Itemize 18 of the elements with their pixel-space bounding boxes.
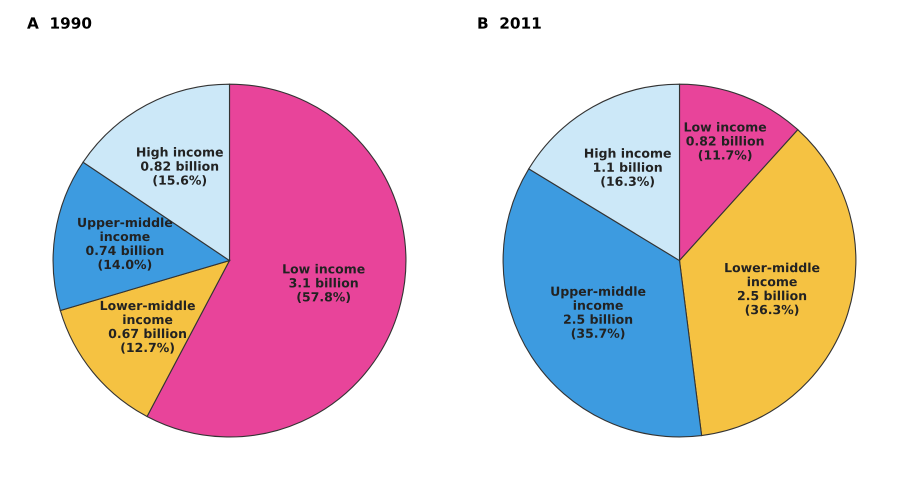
data-label: 0.82 billion (15.6%) — [140, 161, 218, 186]
slice-label: Lower-middle income — [725, 262, 820, 286]
chart-title: B 2011 — [478, 17, 541, 29]
data-label: 3.1 billion (57.8%) — [289, 278, 358, 304]
data-label: 0.82 billion (11.7%) — [686, 136, 764, 162]
slice-label: High income — [137, 147, 223, 160]
slice-label: Low income — [684, 122, 766, 132]
data-label: 1.1 billion (16.3%) — [594, 162, 662, 188]
slice-label: Upper-middle income — [551, 286, 646, 310]
data-label: 0.67 billion (12.7%) — [108, 328, 186, 354]
slice-label: Lower-middle income — [100, 300, 195, 324]
data-label: 0.74 billion (14.0%) — [86, 245, 164, 271]
data-label: 2.5 billion (36.3%) — [738, 290, 806, 316]
slice-label: High income — [584, 148, 671, 160]
chart-title: A 1990 — [27, 17, 92, 29]
slice-label: Upper-middle income — [78, 217, 172, 242]
slice-label: Low income — [283, 264, 365, 274]
data-label: 2.5 billion (35.7%) — [564, 314, 632, 340]
